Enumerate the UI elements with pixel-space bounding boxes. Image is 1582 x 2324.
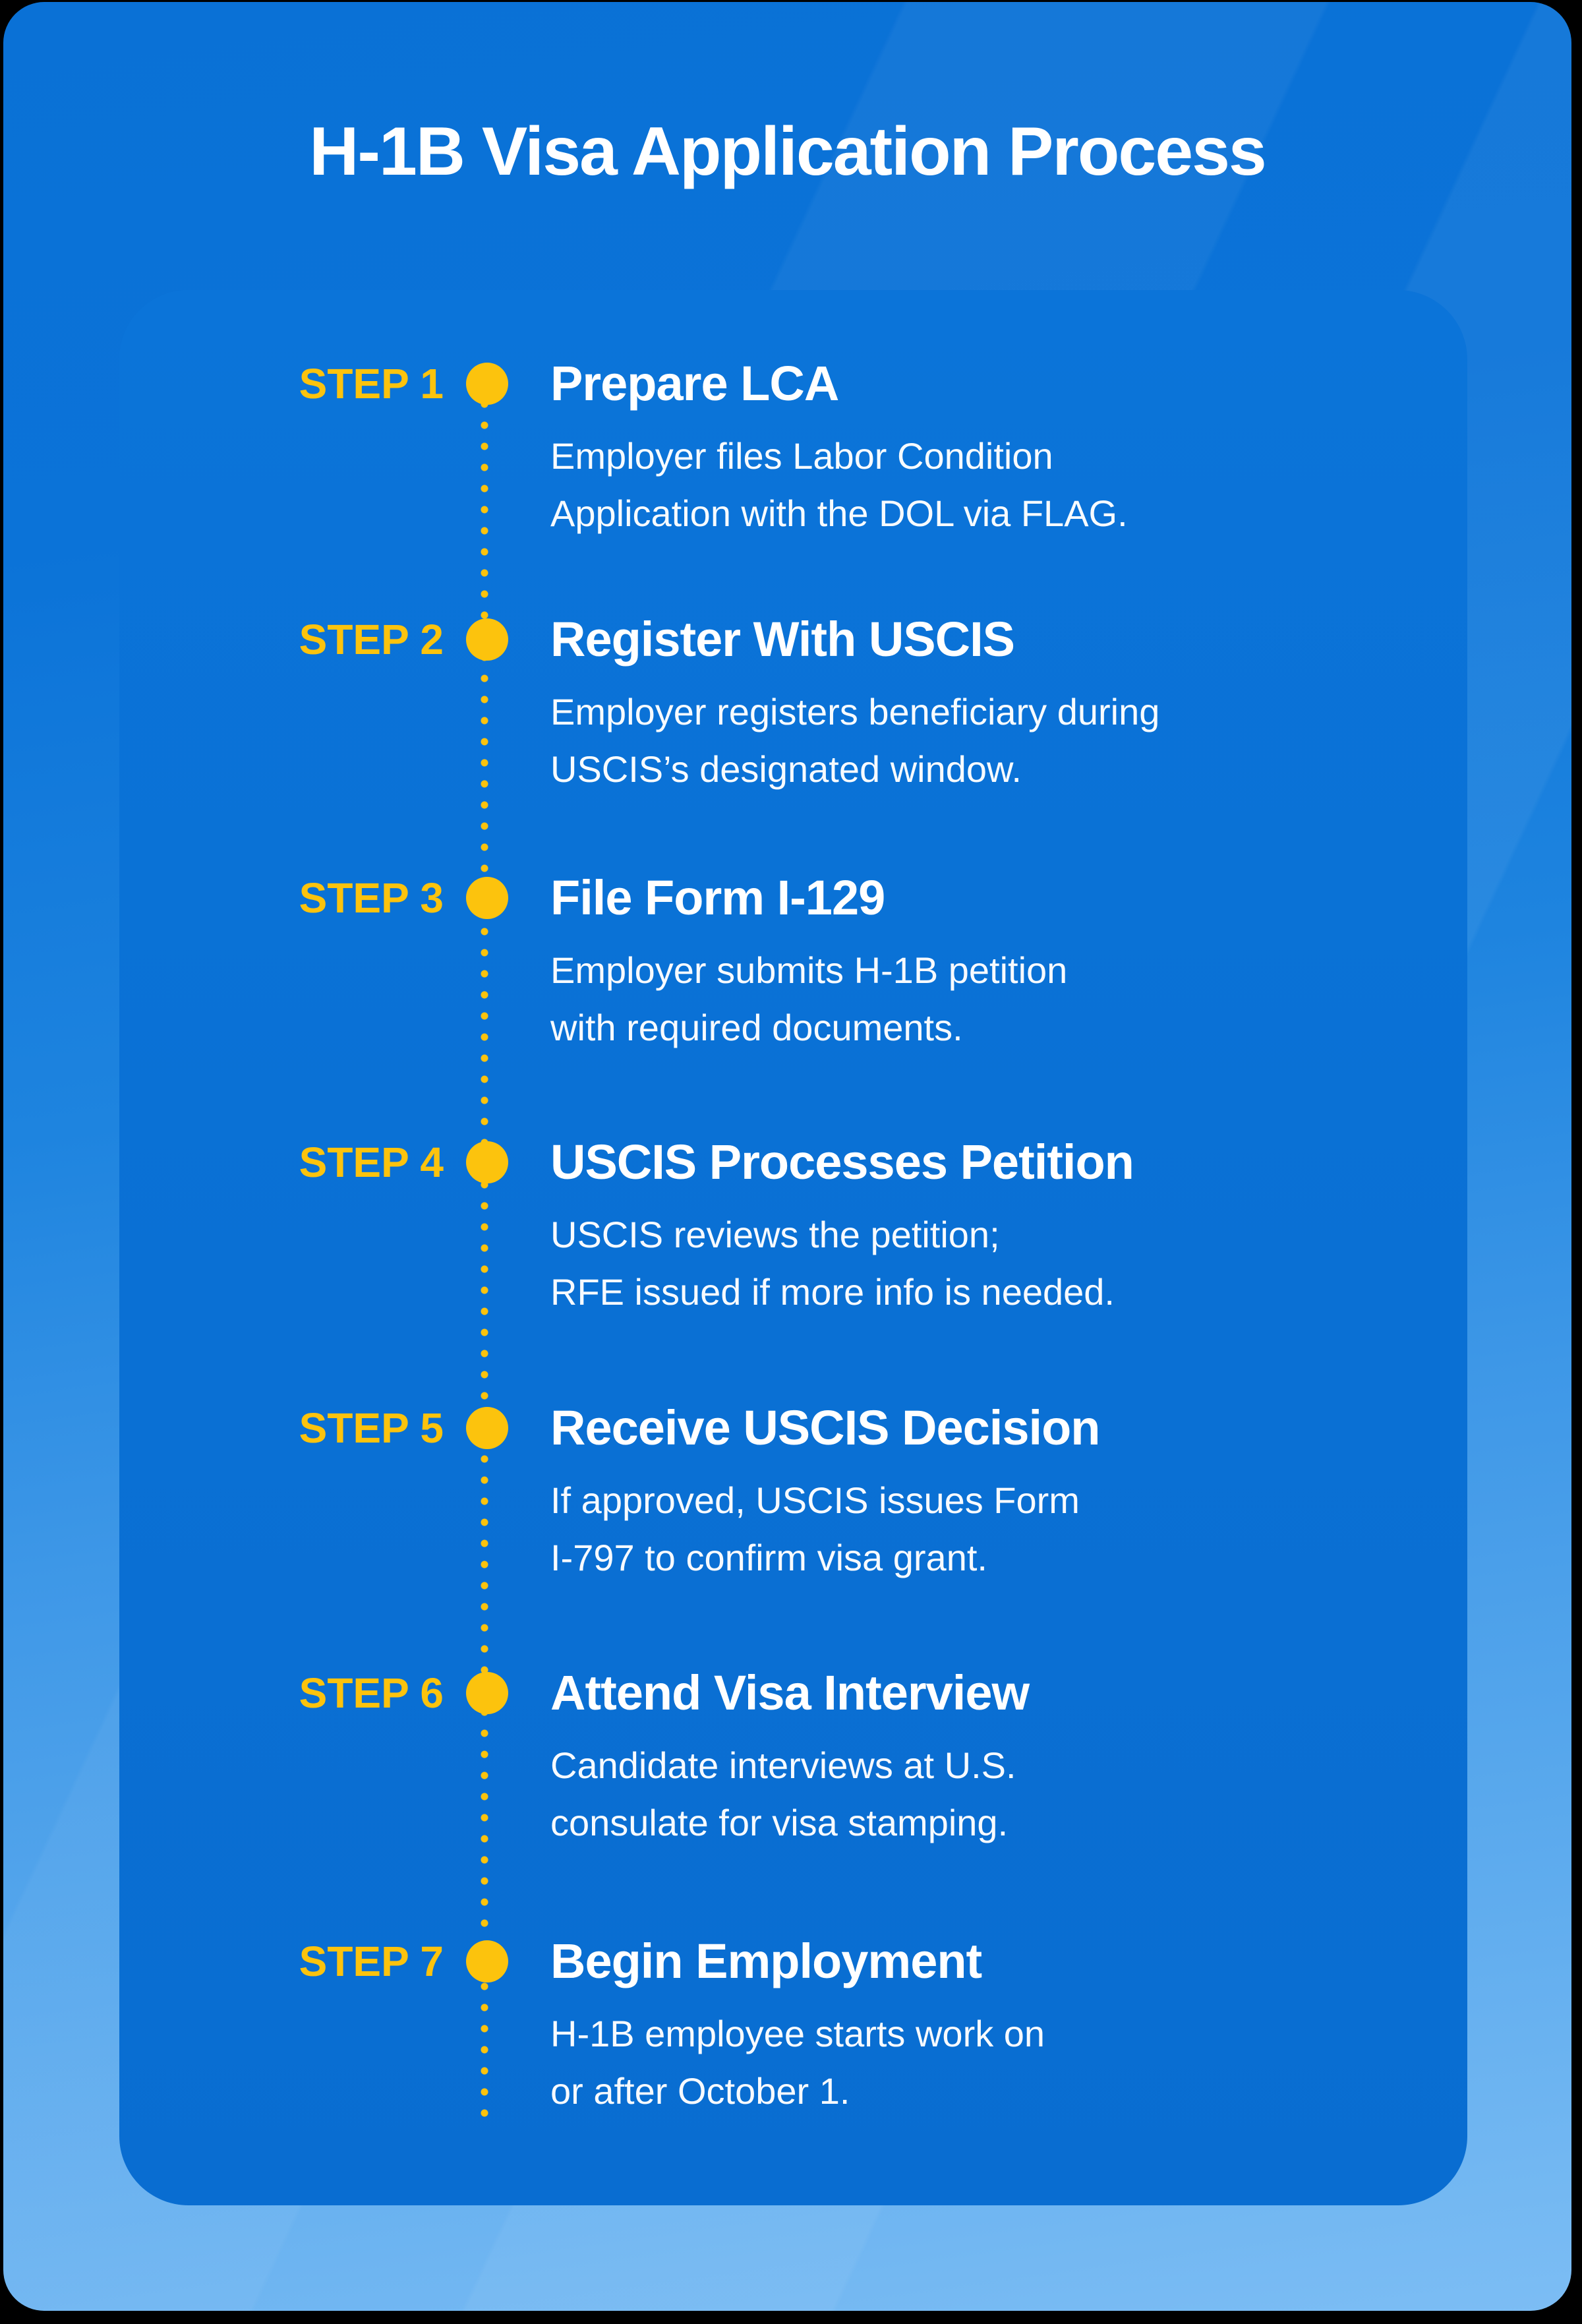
outer-card: H-1B Visa Application Process STEP 1 Pre… xyxy=(3,2,1571,2311)
step-marker-dot-icon xyxy=(466,1407,508,1449)
step-title: Prepare LCA xyxy=(550,356,839,411)
step-label: STEP 1 xyxy=(299,360,444,407)
step-description: Employer files Labor Condition Applicati… xyxy=(550,435,1128,534)
inner-panel xyxy=(119,290,1467,2205)
step-title: Register With USCIS xyxy=(550,612,1015,667)
step-body: Begin Employment H-1B employee starts wo… xyxy=(550,1932,1571,2120)
steps-timeline: STEP 1 Prepare LCA Employer files Labor … xyxy=(3,355,1571,2120)
step-body: USCIS Processes Petition USCIS reviews t… xyxy=(550,1133,1571,1321)
step-title: Attend Visa Interview xyxy=(550,1665,1030,1720)
step-title: Receive USCIS Decision xyxy=(550,1400,1100,1455)
step-body: Prepare LCA Employer files Labor Conditi… xyxy=(550,355,1571,542)
step-marker-dot-icon xyxy=(466,1141,508,1183)
step-body: Register With USCIS Employer registers b… xyxy=(550,611,1571,798)
step-marker-dot-icon xyxy=(466,618,508,661)
step-label: STEP 2 xyxy=(299,616,444,663)
step-label: STEP 6 xyxy=(299,1669,444,1717)
step-label: STEP 4 xyxy=(299,1139,444,1186)
step-marker-dot-icon xyxy=(466,1940,508,1982)
step-description: H-1B employee starts work on or after Oc… xyxy=(550,2013,1045,2112)
step-body: File Form I-129 Employer submits H-1B pe… xyxy=(550,869,1571,1056)
step-label: STEP 5 xyxy=(299,1404,444,1452)
step-row-7: STEP 7 Begin Employment H-1B employee st… xyxy=(3,1932,1571,2120)
step-label: STEP 3 xyxy=(299,874,444,922)
step-label: STEP 7 xyxy=(299,1938,444,1985)
step-marker-dot-icon xyxy=(466,877,508,919)
step-row-3: STEP 3 File Form I-129 Employer submits … xyxy=(3,869,1571,1133)
step-description: Employer registers beneficiary during US… xyxy=(550,691,1160,790)
step-title: USCIS Processes Petition xyxy=(550,1135,1134,1189)
step-body: Receive USCIS Decision If approved, USCI… xyxy=(550,1399,1571,1586)
step-row-5: STEP 5 Receive USCIS Decision If approve… xyxy=(3,1399,1571,1664)
step-body: Attend Visa Interview Candidate intervie… xyxy=(550,1664,1571,1851)
step-description: If approved, USCIS issues Form I-797 to … xyxy=(550,1479,1080,1578)
step-description: Employer submits H-1B petition with requ… xyxy=(550,949,1068,1048)
step-title: Begin Employment xyxy=(550,1934,982,1988)
step-title: File Form I-129 xyxy=(550,870,885,925)
step-row-1: STEP 1 Prepare LCA Employer files Labor … xyxy=(3,355,1571,611)
step-description: Candidate interviews at U.S. consulate f… xyxy=(550,1744,1016,1843)
step-row-2: STEP 2 Register With USCIS Employer regi… xyxy=(3,611,1571,869)
step-marker-dot-icon xyxy=(466,363,508,405)
step-row-6: STEP 6 Attend Visa Interview Candidate i… xyxy=(3,1664,1571,1932)
step-description: USCIS reviews the petition; RFE issued i… xyxy=(550,1214,1115,1313)
step-row-4: STEP 4 USCIS Processes Petition USCIS re… xyxy=(3,1133,1571,1399)
page-title: H-1B Visa Application Process xyxy=(309,113,1267,190)
step-marker-dot-icon xyxy=(466,1672,508,1714)
